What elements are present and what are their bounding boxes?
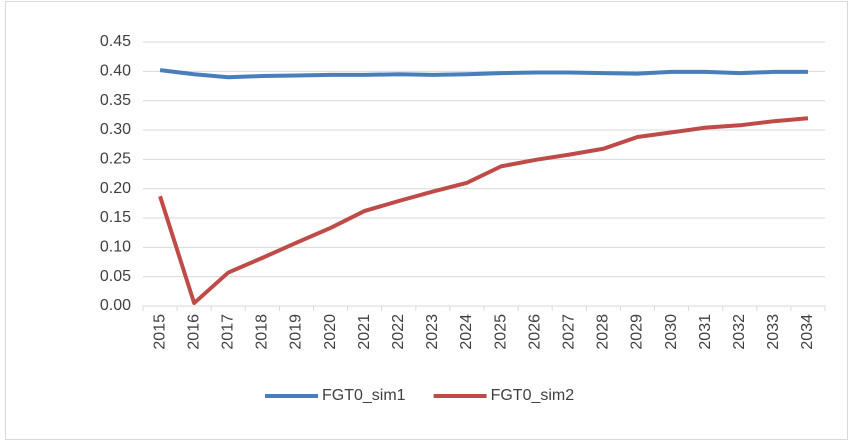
x-tick-label: 2018 — [254, 314, 271, 350]
x-tick-label: 2033 — [765, 314, 782, 350]
x-tick-label: 2015 — [151, 314, 168, 350]
x-tick-label: 2023 — [424, 314, 441, 350]
x-tick-label: 2032 — [731, 314, 748, 350]
x-tick-label: 2021 — [356, 314, 373, 350]
y-tick-label: 0.30 — [100, 121, 131, 138]
y-tick-label: 0.15 — [100, 209, 131, 226]
x-tick-label: 2024 — [458, 314, 475, 350]
x-tick-label: 2031 — [697, 314, 714, 350]
legend-label: FGT0_sim2 — [491, 387, 575, 404]
y-tick-label: 0.10 — [100, 239, 131, 256]
x-tick-label: 2017 — [219, 314, 236, 350]
y-tick-label: 0.00 — [100, 297, 131, 314]
y-tick-label: 0.35 — [100, 92, 131, 109]
x-tick-label: 2026 — [526, 314, 543, 350]
y-tick-label: 0.40 — [100, 63, 131, 80]
x-tick-label: 2030 — [663, 314, 680, 350]
x-tick-label: 2022 — [390, 314, 407, 350]
x-tick-label: 2029 — [629, 314, 646, 350]
x-tick-label: 2016 — [185, 314, 202, 350]
y-tick-label: 0.05 — [100, 268, 131, 285]
series-line — [159, 68, 808, 80]
y-tick-label: 0.25 — [100, 151, 131, 168]
legend-label: FGT0_sim1 — [322, 387, 406, 404]
x-tick-label: 2034 — [799, 314, 816, 350]
x-tick-label: 2019 — [288, 314, 305, 350]
x-tick-label: 2028 — [595, 314, 612, 350]
y-tick-label: 0.20 — [100, 180, 131, 197]
chart-border — [5, 1, 848, 440]
series-line — [158, 116, 809, 306]
y-tick-label: 0.45 — [100, 33, 131, 50]
x-tick-label: 2027 — [560, 314, 577, 350]
x-tick-label: 2025 — [492, 314, 509, 350]
x-tick-label: 2020 — [322, 314, 339, 350]
